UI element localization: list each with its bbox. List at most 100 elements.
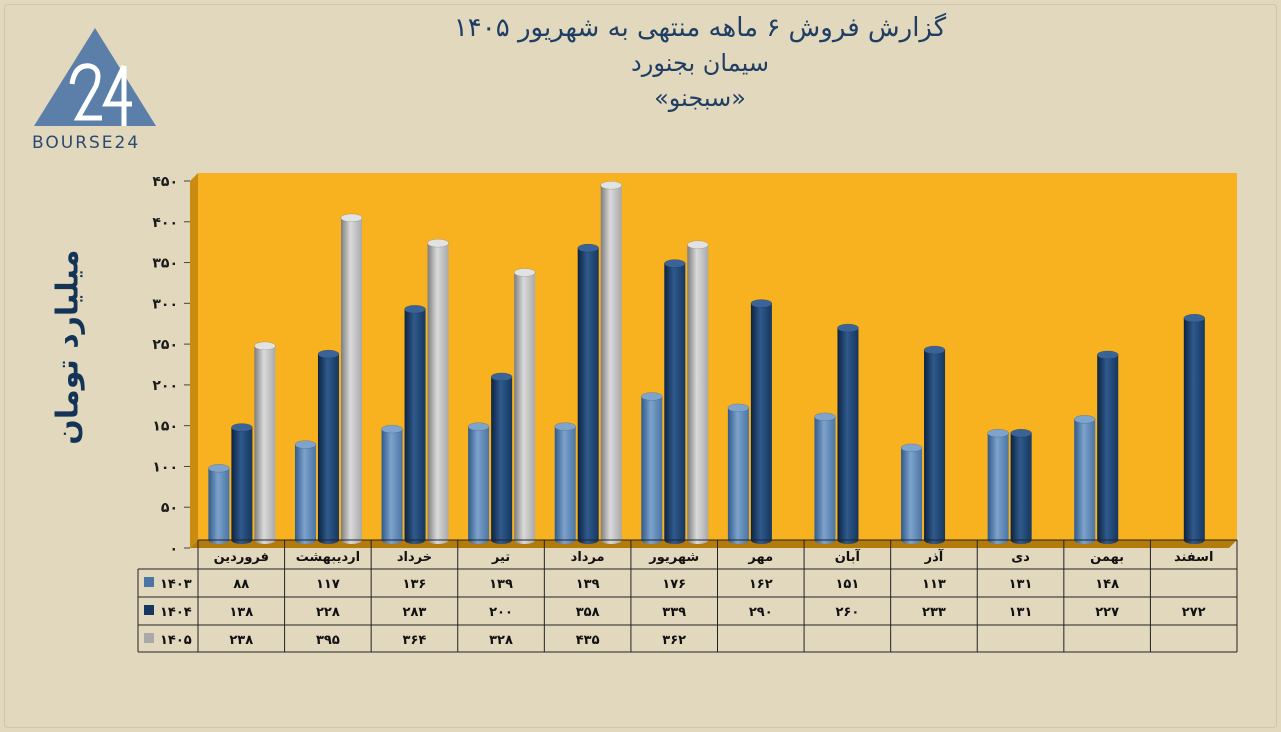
data-label: ۳۶۴ bbox=[403, 633, 427, 648]
data-label: ۳۲۸ bbox=[489, 633, 513, 648]
data-label: ۱۶۲ bbox=[749, 577, 773, 592]
bar-cap bbox=[687, 240, 709, 250]
legend-label: ۱۴۰۵ bbox=[160, 633, 192, 648]
bar-1403 bbox=[294, 444, 316, 540]
y-tick-label: ۱۵۰ bbox=[152, 419, 178, 435]
category-label: مرداد bbox=[571, 550, 605, 565]
logo-text: BOURSE24 bbox=[32, 133, 141, 153]
chart-title: گزارش فروش ۶ ماهه منتهی به شهریور ۱۴۰۵ bbox=[453, 13, 947, 43]
data-label: ۳۹۵ bbox=[316, 633, 340, 648]
bar-cap bbox=[641, 392, 663, 401]
y-tick-label: ۰ bbox=[169, 541, 178, 557]
bar-cap bbox=[814, 412, 836, 422]
bar-cap bbox=[404, 304, 426, 314]
page-frame bbox=[4, 4, 1277, 728]
data-label: ۱۴۸ bbox=[1095, 577, 1119, 592]
category-label: فروردین bbox=[214, 550, 269, 565]
category-label: بهمن bbox=[1090, 550, 1124, 565]
data-label: ۲۰۰ bbox=[489, 605, 513, 620]
bar-1404 bbox=[924, 349, 946, 540]
bar-cap bbox=[317, 349, 340, 359]
bar-cap bbox=[427, 238, 449, 248]
data-label: ۳۵۸ bbox=[576, 605, 600, 620]
bar-cap bbox=[381, 424, 403, 434]
bar-1404 bbox=[664, 263, 686, 540]
bar-1404 bbox=[577, 248, 599, 540]
data-label: ۱۳۱ bbox=[1009, 577, 1033, 592]
data-label: ۲۶۰ bbox=[835, 605, 859, 620]
category-label: خرداد bbox=[397, 550, 432, 565]
bar-cap bbox=[923, 345, 946, 355]
bar-1404 bbox=[1010, 433, 1032, 540]
y-tick-label: ۲۵۰ bbox=[152, 337, 178, 353]
bar-1403 bbox=[987, 433, 1009, 540]
bar-cap bbox=[208, 463, 230, 473]
bar-1403 bbox=[208, 468, 230, 540]
bar-1405 bbox=[340, 217, 362, 540]
data-label: ۱۳۶ bbox=[403, 577, 427, 592]
bar-cap bbox=[1010, 428, 1032, 438]
bar-1404 bbox=[231, 427, 253, 540]
data-label: ۲۳۳ bbox=[922, 605, 946, 620]
bar-1404 bbox=[1097, 354, 1119, 540]
data-label: ۲۲۷ bbox=[1095, 605, 1119, 620]
data-label: ۲۹۰ bbox=[749, 605, 773, 620]
bar-1403 bbox=[814, 416, 836, 540]
bar-cap bbox=[467, 422, 490, 431]
data-label: ۲۷۲ bbox=[1182, 605, 1206, 620]
category-label: شهریور bbox=[648, 550, 699, 565]
data-label: ۴۳۵ bbox=[576, 633, 600, 648]
y-tick-label: ۱۰۰ bbox=[152, 459, 178, 475]
bar-cap bbox=[600, 180, 622, 190]
bar-cap bbox=[750, 299, 773, 308]
bar-cap bbox=[900, 443, 923, 453]
legend-label: ۱۴۰۴ bbox=[160, 605, 192, 620]
category-label: اسفند bbox=[1174, 550, 1213, 565]
bar-cap bbox=[727, 403, 750, 413]
y-tick-label: ۴۵۰ bbox=[152, 174, 178, 190]
bar-1403 bbox=[727, 407, 749, 540]
data-label: ۸۸ bbox=[233, 577, 249, 592]
bar-1403 bbox=[641, 396, 663, 540]
bar-cap bbox=[837, 323, 859, 333]
legend-swatch bbox=[144, 577, 154, 587]
company-name: سیمان بجنورد bbox=[631, 49, 769, 77]
bar-1405 bbox=[687, 244, 709, 540]
data-label: ۱۳۹ bbox=[576, 577, 600, 592]
y-tick-label: ۵۰ bbox=[161, 500, 178, 516]
data-label: ۲۸۳ bbox=[403, 605, 427, 620]
legend-swatch bbox=[144, 605, 154, 615]
category-label: دی bbox=[1011, 550, 1030, 565]
data-label: ۱۳۹ bbox=[489, 577, 513, 592]
bar-cap bbox=[490, 372, 513, 382]
category-label: آذر bbox=[924, 548, 944, 565]
category-label: تیر bbox=[491, 550, 510, 565]
data-label: ۱۳۱ bbox=[1009, 605, 1033, 620]
bar-1405 bbox=[514, 272, 536, 540]
category-label: مهر bbox=[747, 550, 773, 565]
plot-background bbox=[198, 173, 1237, 540]
bar-cap bbox=[987, 428, 1009, 438]
plot-side-wall bbox=[190, 173, 198, 548]
bar-1405 bbox=[600, 185, 622, 540]
data-label: ۱۵۱ bbox=[835, 577, 859, 592]
ticker-symbol: «سبجنو» bbox=[654, 84, 746, 112]
data-label: ۱۱۳ bbox=[922, 577, 946, 592]
data-label: ۱۷۶ bbox=[662, 577, 686, 592]
plot-floor bbox=[190, 540, 1237, 548]
bar-1404 bbox=[837, 327, 859, 540]
bar-1404 bbox=[317, 354, 339, 540]
bourse24-logo-icon bbox=[34, 28, 156, 126]
data-label: ۱۳۸ bbox=[229, 605, 253, 620]
bar-1403 bbox=[901, 447, 923, 540]
bar-1403 bbox=[468, 426, 490, 540]
y-tick-label: ۳۰۰ bbox=[152, 296, 178, 312]
bar-1404 bbox=[1183, 318, 1205, 540]
category-label: آبان bbox=[835, 548, 861, 565]
bar-cap bbox=[294, 440, 317, 449]
bar-1403 bbox=[1074, 419, 1096, 540]
bar-cap bbox=[664, 259, 686, 268]
y-tick-label: ۳۵۰ bbox=[152, 256, 178, 272]
bar-cap bbox=[340, 213, 363, 223]
